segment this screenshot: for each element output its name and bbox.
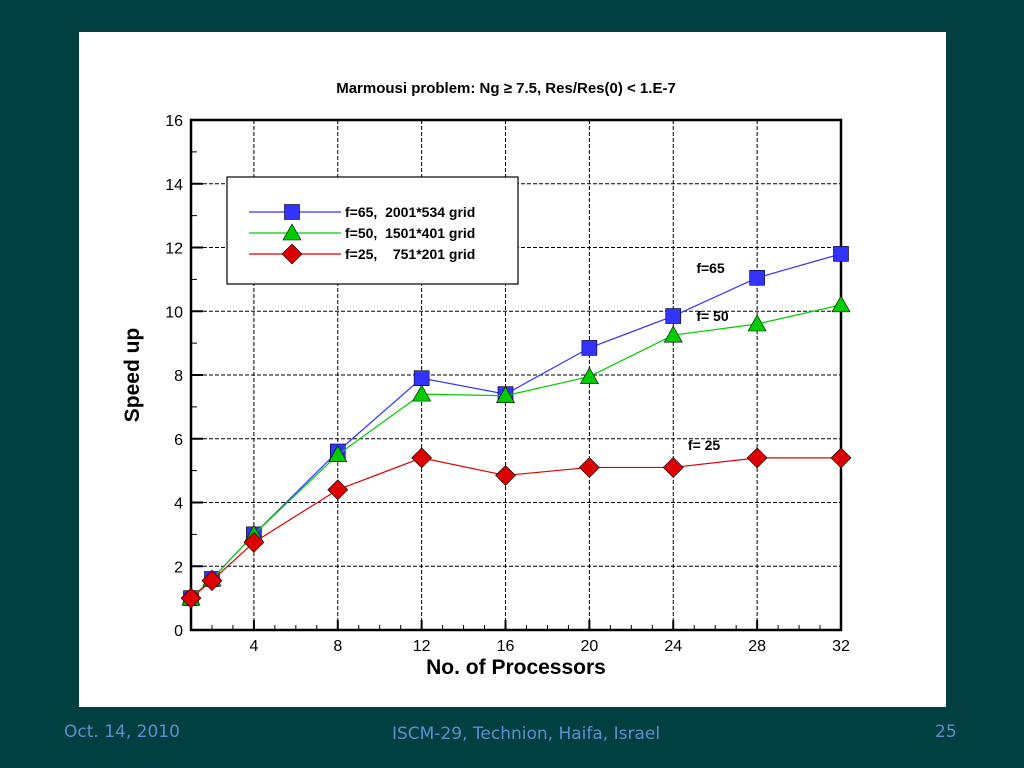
- y-tick-label: 10: [165, 304, 183, 321]
- x-tick-label: 12: [413, 638, 431, 655]
- figure-panel: Marmousi problem: Ng ≥ 7.5, Res/Res(0) <…: [79, 32, 946, 707]
- speedup-chart: Marmousi problem: Ng ≥ 7.5, Res/Res(0) <…: [121, 80, 852, 679]
- y-axis-label: Speed up: [121, 328, 144, 423]
- data-point: [833, 246, 849, 262]
- data-point: [327, 479, 349, 501]
- legend-marker: [284, 204, 300, 220]
- legend-label: f=65, 2001*534 grid: [345, 204, 475, 220]
- x-tick-label: 32: [832, 638, 850, 655]
- footer-page-number: 25: [935, 722, 957, 742]
- series-annotation: f= 25: [688, 437, 721, 453]
- footer-venue: ISCM-29, Technion, Haifa, Israel: [392, 724, 661, 744]
- data-point: [663, 325, 683, 343]
- data-point: [411, 447, 433, 469]
- series-layer: [180, 246, 852, 609]
- data-point: [746, 447, 768, 469]
- y-tick-label: 6: [174, 432, 183, 449]
- y-tick-label: 2: [174, 559, 183, 576]
- legend: f=65, 2001*534 grid f=50, 1501*401 grid f=…: [226, 176, 519, 285]
- y-tick-label: 14: [165, 177, 183, 194]
- series-square: [183, 246, 849, 606]
- x-tick-label: 4: [249, 638, 258, 655]
- x-tick-label: 24: [664, 638, 682, 655]
- data-point: [180, 587, 202, 609]
- data-point: [495, 464, 516, 486]
- legend-marker: [282, 223, 302, 241]
- chart-title: Marmousi problem: Ng ≥ 7.5, Res/Res(0) <…: [336, 80, 676, 97]
- y-tick-label: 8: [174, 368, 183, 385]
- data-point: [831, 295, 851, 313]
- annotation-layer: f=65 f= 50 f= 25: [688, 260, 729, 453]
- y-tick-label: 16: [165, 113, 183, 130]
- series-annotation: f=65: [696, 260, 725, 276]
- series-diamond: [180, 447, 852, 609]
- data-point: [412, 384, 432, 402]
- x-tick-label: 8: [333, 638, 342, 655]
- series-line: [190, 253, 842, 599]
- series-line: [190, 457, 841, 599]
- legend-label: f=50, 1501*401 grid: [345, 225, 475, 241]
- footer-date: Oct. 14, 2010: [64, 722, 180, 742]
- data-point: [662, 457, 684, 478]
- series-annotation: f= 50: [696, 308, 729, 324]
- series-triangle: [181, 295, 851, 606]
- data-point: [749, 269, 765, 286]
- x-tick-label: 16: [497, 638, 515, 655]
- data-point: [243, 531, 265, 553]
- x-tick-label: 28: [748, 638, 766, 655]
- x-axis-label: No. of Processors: [426, 656, 606, 679]
- y-tick-label: 12: [165, 241, 183, 258]
- x-tick-label: 20: [580, 638, 598, 655]
- legend-label: f=25, 751*201 grid: [345, 246, 475, 262]
- series-line: [190, 304, 842, 599]
- data-point: [328, 445, 348, 462]
- data-point: [496, 386, 516, 404]
- y-tick-label: 4: [174, 496, 183, 513]
- y-tick-label: 0: [174, 623, 183, 640]
- data-point: [581, 340, 598, 356]
- legend-box: [226, 176, 519, 285]
- data-point: [201, 570, 223, 592]
- data-point: [747, 314, 767, 332]
- data-point: [578, 457, 600, 478]
- data-point: [830, 447, 852, 469]
- data-point: [665, 308, 682, 324]
- data-point: [413, 370, 430, 386]
- data-point: [579, 366, 599, 384]
- legend-marker: [281, 243, 303, 265]
